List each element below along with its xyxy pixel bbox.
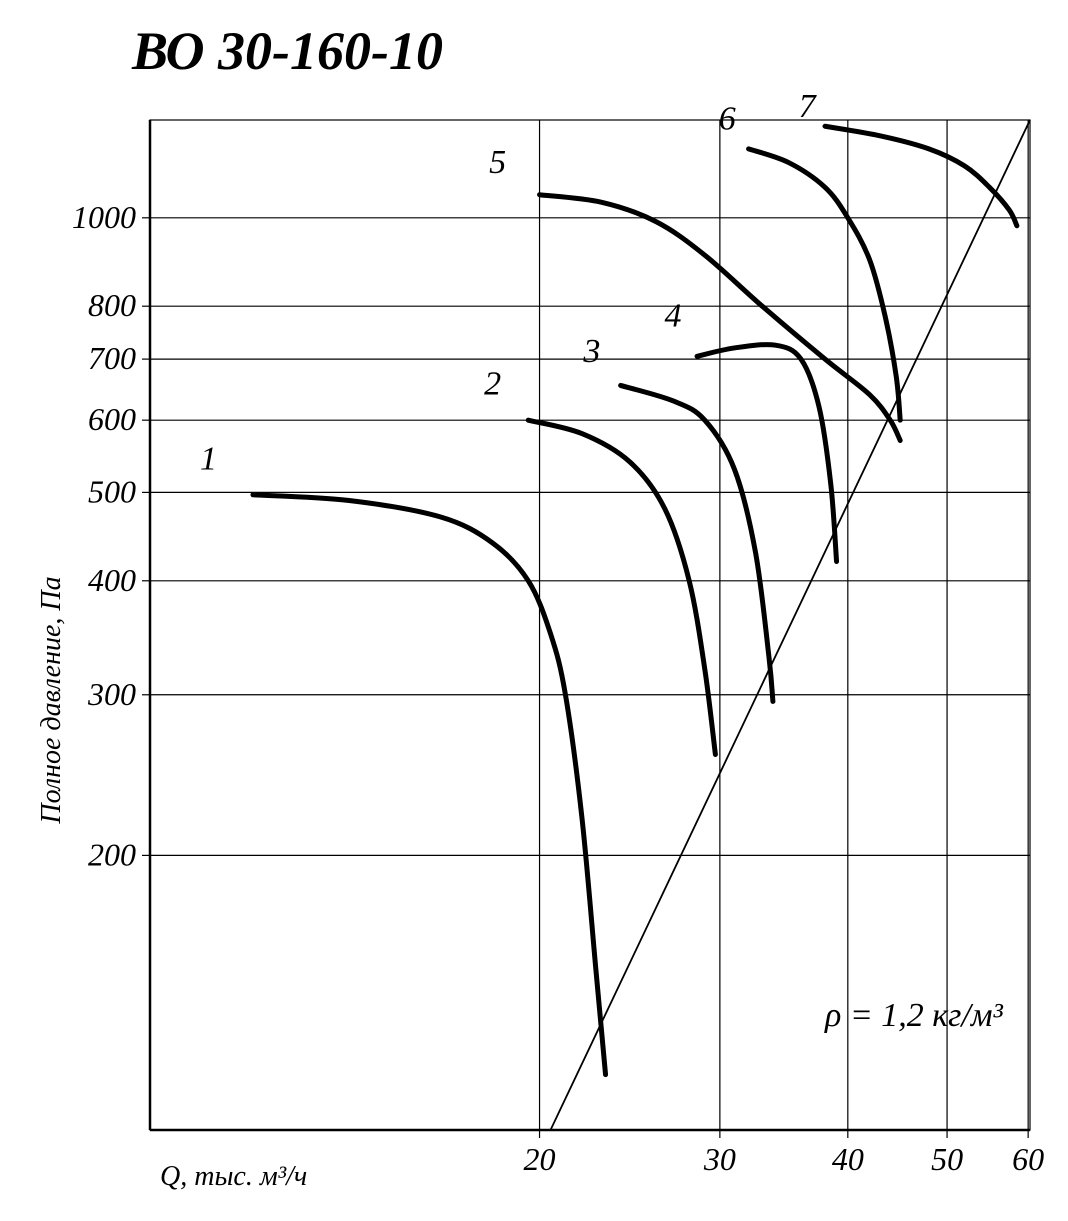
chart-title: ВО 30-160-10 <box>132 20 443 82</box>
curve-label-7: 7 <box>799 88 818 125</box>
y-axis-label: Полное давление, Па <box>36 576 67 824</box>
fan-curve-2 <box>528 420 715 754</box>
fan-curve-3 <box>621 385 773 701</box>
y-tick-label: 400 <box>88 562 136 598</box>
curve-label-6: 6 <box>719 100 736 137</box>
fan-curve-4 <box>697 345 836 562</box>
curve-label-3: 3 <box>582 333 600 370</box>
y-tick-label: 500 <box>88 473 136 509</box>
diagonal-line <box>551 120 1030 1130</box>
x-axis-label: Q, тыс. м³/ч <box>160 1161 307 1192</box>
x-tick-label: 20 <box>524 1141 556 1177</box>
curve-label-4: 4 <box>665 298 682 335</box>
y-tick-label: 1000 <box>72 199 136 235</box>
plot-frame <box>150 120 1030 1130</box>
fan-curve-7 <box>825 126 1017 226</box>
density-annotation: ρ = 1,2 кг/м³ <box>824 997 1004 1034</box>
x-tick-label: 50 <box>931 1141 963 1177</box>
curve-label-5: 5 <box>489 144 506 181</box>
fan-curve-6 <box>749 149 901 420</box>
y-tick-label: 200 <box>88 836 136 872</box>
x-tick-label: 30 <box>703 1141 736 1177</box>
curve-label-1: 1 <box>200 440 217 477</box>
x-tick-label: 40 <box>832 1141 864 1177</box>
x-tick-label: 60 <box>1012 1141 1044 1177</box>
fan-curve-1 <box>253 495 606 1075</box>
y-tick-label: 600 <box>88 401 136 437</box>
curve-label-2: 2 <box>484 366 501 403</box>
y-tick-label: 300 <box>87 676 136 712</box>
y-tick-label: 700 <box>88 340 136 376</box>
y-tick-label: 800 <box>88 287 136 323</box>
fan-curve-chart: 200 300 400 500 600 700 800 1000 20 30 40 50 60 Полно… <box>0 0 1068 1221</box>
